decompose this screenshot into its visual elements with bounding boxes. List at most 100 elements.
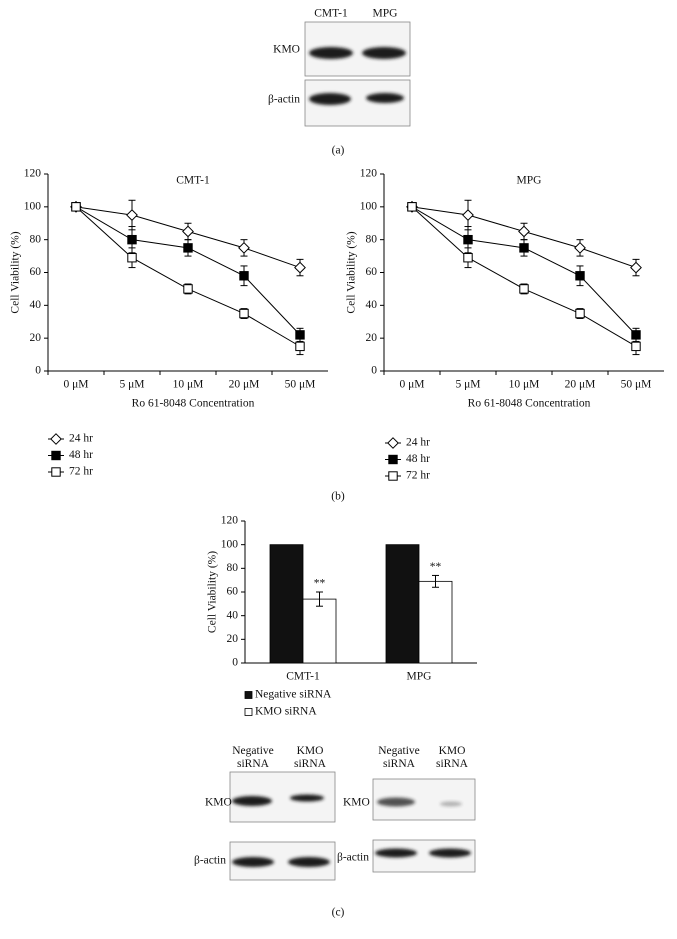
y-tick-label: 60 bbox=[366, 266, 378, 278]
x-tick-label: 10 μM bbox=[173, 379, 204, 391]
x-tick-label: 20 μM bbox=[565, 379, 596, 391]
y-tick-label: 60 bbox=[227, 586, 239, 598]
x-tick-label: MPG bbox=[407, 671, 432, 683]
y-tick-label: 20 bbox=[366, 332, 378, 344]
y-tick-label: 120 bbox=[360, 168, 378, 180]
point bbox=[239, 308, 249, 319]
y-axis-label: Cell Viability (%) bbox=[207, 551, 219, 633]
point bbox=[294, 261, 306, 274]
blot-band bbox=[429, 848, 471, 858]
x-tick-label: 0 μM bbox=[399, 379, 424, 391]
y-tick-label: 40 bbox=[366, 299, 378, 311]
x-tick-label: 5 μM bbox=[119, 379, 144, 391]
blot-column-label: Negative siRNA bbox=[232, 745, 274, 770]
x-tick-label: 5 μM bbox=[455, 379, 480, 391]
blot-band bbox=[232, 796, 272, 806]
point bbox=[630, 261, 642, 274]
bar bbox=[418, 580, 453, 664]
blot-band bbox=[366, 93, 404, 103]
point bbox=[239, 271, 249, 281]
annotation: ** bbox=[314, 578, 326, 590]
annotation: ** bbox=[430, 561, 442, 573]
point bbox=[575, 271, 585, 281]
point bbox=[183, 243, 193, 253]
point bbox=[71, 202, 81, 212]
point bbox=[407, 202, 417, 212]
panel-label: (c) bbox=[332, 907, 345, 919]
y-tick-label: 20 bbox=[30, 332, 42, 344]
point bbox=[295, 341, 305, 352]
y-tick-label: 40 bbox=[227, 609, 239, 621]
blot-band bbox=[232, 857, 274, 867]
point bbox=[518, 225, 530, 238]
legend-label: 24 hr bbox=[69, 433, 93, 445]
legend-label: 72 hr bbox=[406, 470, 430, 482]
panel-label: (b) bbox=[331, 491, 345, 503]
y-tick-label: 40 bbox=[30, 299, 42, 311]
y-tick-label: 20 bbox=[227, 633, 239, 645]
y-tick-label: 100 bbox=[360, 200, 378, 212]
legend-marker bbox=[387, 437, 399, 449]
point bbox=[463, 253, 473, 263]
y-tick-label: 100 bbox=[24, 200, 42, 212]
blot-band bbox=[440, 801, 462, 807]
y-axis-label: Cell Viability (%) bbox=[346, 231, 358, 313]
point bbox=[127, 234, 137, 245]
y-tick-label: 120 bbox=[221, 515, 239, 527]
point bbox=[519, 284, 529, 294]
bar bbox=[385, 544, 420, 664]
legend-label: 24 hr bbox=[406, 437, 430, 449]
blot-band bbox=[375, 848, 417, 858]
legend-label: 48 hr bbox=[69, 449, 93, 461]
blot-row-label: β-actin bbox=[337, 852, 369, 864]
point bbox=[631, 341, 641, 352]
bar bbox=[302, 598, 337, 664]
blot-band bbox=[288, 857, 330, 867]
point bbox=[183, 284, 193, 294]
blot-column-label: KMO siRNA bbox=[436, 745, 469, 770]
blot-row-label: KMO bbox=[205, 797, 232, 809]
point bbox=[182, 225, 194, 238]
y-tick-label: 80 bbox=[366, 233, 378, 245]
y-tick-label: 0 bbox=[35, 365, 41, 377]
blot-row-label: KMO bbox=[273, 44, 300, 56]
legend-swatch bbox=[244, 691, 253, 699]
y-tick-label: 80 bbox=[30, 233, 42, 245]
x-axis-label: Ro 61-8048 Concentration bbox=[468, 398, 591, 410]
legend-label: 48 hr bbox=[406, 453, 430, 465]
x-tick-label: 0 μM bbox=[63, 379, 88, 391]
y-tick-label: 60 bbox=[30, 266, 42, 278]
point bbox=[126, 209, 138, 221]
blot-column-label: MPG bbox=[373, 8, 398, 20]
legend-marker bbox=[50, 433, 62, 445]
legend-label: Negative siRNA bbox=[255, 689, 332, 701]
point bbox=[574, 241, 586, 254]
y-tick-label: 80 bbox=[227, 562, 239, 574]
y-axis-label: Cell Viability (%) bbox=[10, 231, 22, 313]
point bbox=[127, 253, 137, 263]
blot-row-label: β-actin bbox=[268, 94, 300, 106]
blot-band bbox=[362, 47, 406, 59]
y-tick-label: 0 bbox=[232, 657, 238, 669]
point bbox=[462, 209, 474, 221]
blot-band bbox=[309, 47, 353, 59]
x-tick-label: 20 μM bbox=[229, 379, 260, 391]
y-tick-label: 100 bbox=[221, 538, 239, 550]
point bbox=[463, 234, 473, 245]
blot-column-label: KMO siRNA bbox=[294, 745, 327, 770]
x-tick-label: 50 μM bbox=[621, 379, 652, 391]
chart-title: CMT-1 bbox=[176, 175, 210, 187]
blot-row-label: KMO bbox=[343, 797, 370, 809]
x-axis-label: Ro 61-8048 Concentration bbox=[132, 398, 255, 410]
point bbox=[519, 243, 529, 253]
blot-band bbox=[309, 93, 351, 105]
chart-title: MPG bbox=[517, 175, 542, 187]
legend-swatch bbox=[244, 708, 253, 716]
legend-marker bbox=[51, 450, 61, 461]
bar bbox=[269, 544, 304, 664]
x-tick-label: 10 μM bbox=[509, 379, 540, 391]
blot-band bbox=[377, 797, 415, 807]
legend-label: KMO siRNA bbox=[255, 706, 317, 718]
panel-label: (a) bbox=[332, 145, 345, 157]
